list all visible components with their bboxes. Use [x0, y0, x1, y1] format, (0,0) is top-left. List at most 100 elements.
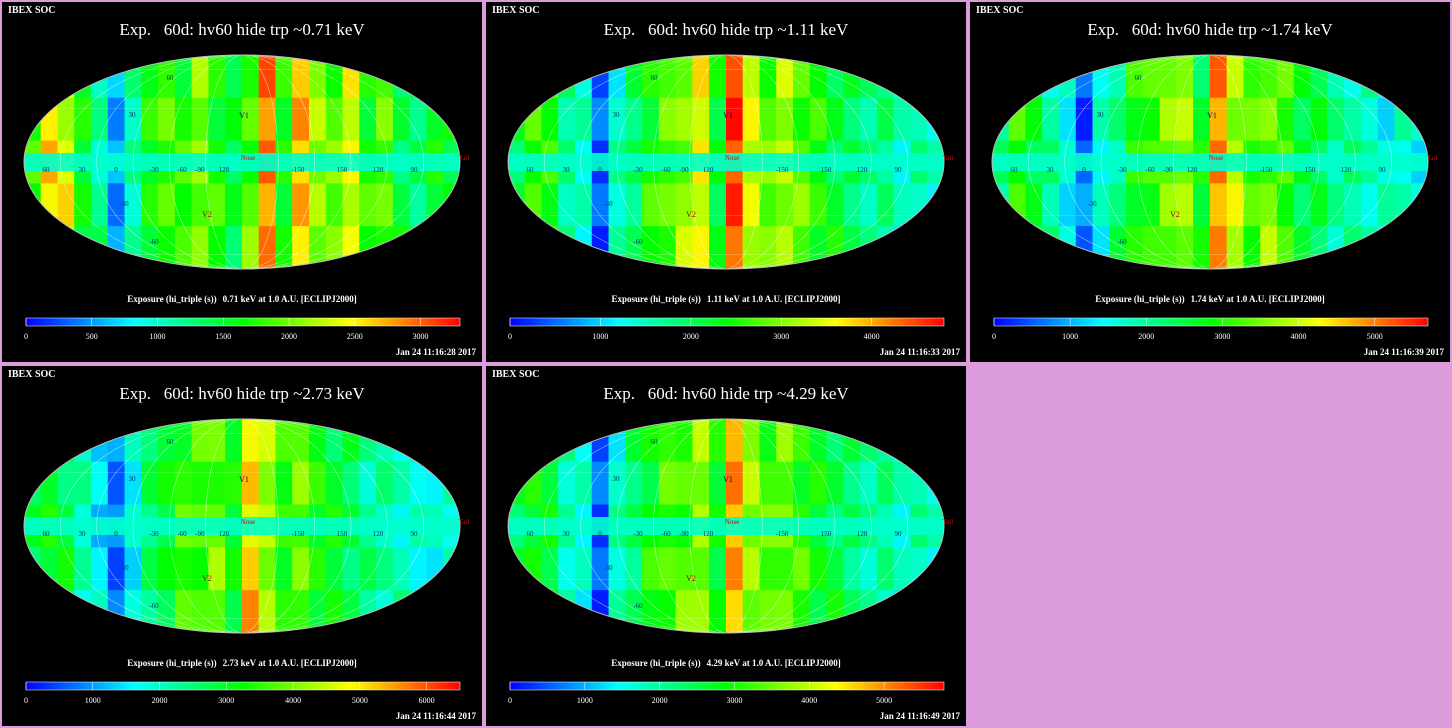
map-cell: [1411, 226, 1428, 269]
map-cell: [1293, 226, 1312, 269]
map-cell: [309, 55, 327, 98]
ibex-soc-label: IBEX SOC: [976, 5, 1024, 16]
map-cell: [91, 183, 109, 227]
lon-label: 150: [1305, 166, 1316, 174]
map-cell: [742, 590, 761, 633]
map-cell: [1059, 183, 1077, 227]
map-cell: [258, 55, 277, 98]
map-cell: [809, 419, 828, 462]
map-cell: [325, 55, 344, 98]
lon-label: 120: [1187, 166, 1198, 174]
map-cell: [292, 547, 310, 591]
map-cell: [225, 55, 243, 98]
map-cell: [1142, 97, 1161, 141]
map-cell: [1042, 226, 1060, 269]
map-cell: [107, 461, 126, 505]
map-cell: [91, 547, 109, 591]
map-cell: [258, 547, 277, 591]
map-cell: [309, 183, 327, 227]
map-cell: [893, 461, 912, 505]
map-cell: [709, 547, 727, 591]
lon-label: 30: [1047, 166, 1055, 174]
map-cell: [876, 419, 895, 462]
lon-label: 120: [373, 530, 384, 538]
map-cell: [443, 461, 460, 505]
map-cell: [57, 183, 75, 227]
map-cell: [208, 419, 226, 462]
lon-label: -90: [1163, 166, 1173, 174]
colorbar-tick-label: 0: [508, 696, 512, 705]
map-cell: [57, 590, 75, 633]
map-cell: [742, 547, 761, 591]
map-cell: [876, 183, 895, 227]
map-cell: [1377, 226, 1396, 269]
map-cell: [409, 97, 428, 141]
colorbar-caption: Exposure (hi_triple (s)) 1.74 keV at 1.0 …: [970, 294, 1450, 304]
map-cell: [1042, 55, 1060, 98]
map-cell: [275, 226, 293, 269]
map-cell: [342, 547, 360, 591]
colorbar: [509, 681, 945, 691]
map-cell: [524, 590, 543, 633]
map-cell: [426, 590, 444, 633]
v2-marker: V2: [202, 210, 212, 219]
v1-marker: V1: [239, 111, 249, 120]
map-cell: [242, 55, 260, 98]
nose-marker: Nose: [725, 518, 739, 526]
map-cell: [242, 183, 260, 227]
map-cell: [692, 461, 710, 505]
map-cell: [876, 461, 895, 505]
map-cell: [524, 226, 543, 269]
map-cell: [325, 183, 344, 227]
colorbar-tick-label: 3000: [1214, 332, 1230, 341]
map-cell: [893, 97, 912, 141]
skymap-cells: [508, 419, 944, 633]
map-cell: [325, 97, 344, 141]
map-cell: [675, 55, 694, 98]
map-cell: [642, 419, 660, 462]
map-cell: [174, 183, 193, 227]
map-cell: [508, 461, 526, 505]
map-cell: [91, 97, 109, 141]
lon-label: 150: [821, 530, 832, 538]
map-cell: [541, 55, 559, 98]
map-cell: [443, 183, 460, 227]
map-cell: [1277, 97, 1295, 141]
skymap-panel-5: IBEX SOC Exp. 60d: hv60 hide trp ~4.29 k…: [486, 366, 966, 726]
colorbar-tick-label: 1000: [150, 332, 166, 341]
map-cell: [591, 97, 610, 141]
map-cell: [275, 419, 293, 462]
colorbar-tick-label: 2000: [683, 332, 699, 341]
map-cell: [809, 97, 828, 141]
nose-marker: Nose: [241, 154, 255, 162]
map-cell: [1109, 97, 1127, 141]
map-cell: [910, 226, 928, 269]
colorbar: [25, 317, 461, 327]
map-cell: [443, 55, 460, 98]
map-cell: [726, 226, 744, 269]
map-cell: [1293, 55, 1312, 98]
map-cell: [1260, 55, 1278, 98]
map-cell: [642, 547, 660, 591]
map-cell: [292, 419, 310, 462]
map-cell: [74, 419, 92, 462]
map-cell: [24, 590, 42, 633]
map-cell: [191, 183, 210, 227]
map-cell: [776, 183, 794, 227]
map-cell: [893, 55, 912, 98]
map-cell: [443, 590, 460, 633]
map-cell: [843, 97, 861, 141]
nose-marker: Nose: [725, 154, 739, 162]
map-cell: [1226, 183, 1245, 227]
map-cell: [24, 97, 42, 141]
map-cell: [591, 461, 610, 505]
map-cell: [809, 226, 828, 269]
lon-label: -30: [633, 530, 643, 538]
caption-energy: 0.71 keV at 1.0 A.U. [ECLIPJ2000]: [222, 294, 357, 304]
lon-label: 120: [703, 530, 714, 538]
map-cell: [191, 419, 210, 462]
lon-label: -30: [633, 166, 643, 174]
colorbar-tick-label: 2500: [347, 332, 363, 341]
lon-label: 150: [337, 530, 348, 538]
lon-label: -90: [679, 166, 689, 174]
